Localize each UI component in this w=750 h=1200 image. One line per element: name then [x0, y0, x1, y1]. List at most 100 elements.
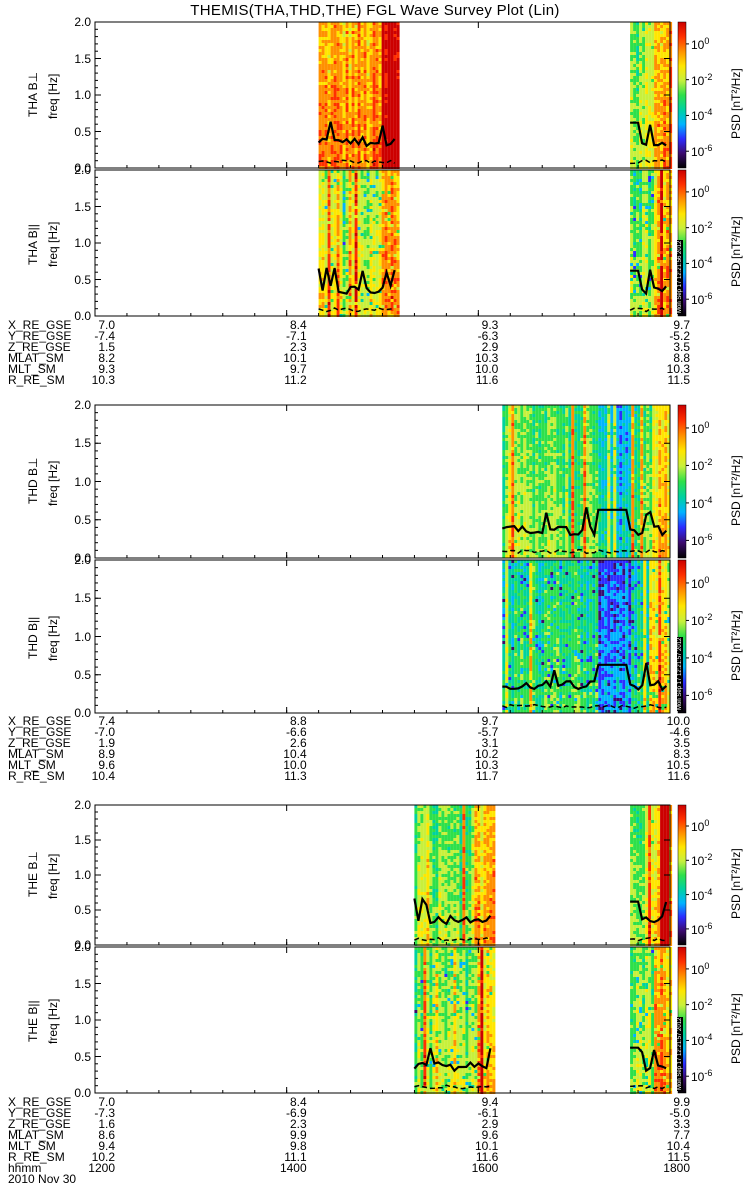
ephemeris-value: 10.4: [283, 747, 307, 761]
colorbar-tick-label: 100: [691, 183, 710, 200]
plot-title: THEMIS(THA,THD,THE) FGL Wave Survey Plot…: [190, 2, 560, 19]
ephemeris-value: 7.0: [98, 318, 115, 332]
ephemeris-label: X_RE_GSE: [8, 318, 72, 332]
ephemeris-value: 2.9: [481, 340, 499, 354]
ephemeris-value: 8.8: [673, 351, 690, 365]
ephemeris-value: -7.1: [285, 329, 307, 343]
ephemeris-label: MLT_SM: [8, 758, 56, 772]
ephemeris-value: -7.0: [94, 725, 115, 739]
ephemeris-value: 10.3: [91, 373, 115, 387]
ephemeris-value: -6.3: [477, 329, 499, 343]
psd-peak-trace: [317, 267, 396, 295]
ephemeris-label: MLT_SM: [8, 362, 56, 376]
psd-lower-trace: [630, 159, 667, 165]
ephemeris-value: 10.4: [91, 769, 115, 783]
psd-peak-trace: [501, 507, 668, 539]
spectrogram-panel: [94, 559, 689, 714]
freq-tick-label: 1.0: [74, 88, 91, 102]
colorbar-label: PSD [nT²/Hz]: [729, 848, 743, 919]
freq-tick-label: 1.5: [74, 199, 91, 214]
colorbar-label: PSD [nT²/Hz]: [729, 68, 743, 139]
psd-peak-trace: [630, 900, 668, 924]
ephemeris-value: 8.4: [289, 318, 307, 332]
ephemeris-value: -6.9: [285, 1106, 307, 1120]
freq-axis-label: freq [Hz]: [46, 998, 60, 1044]
spectrogram-panel: [94, 404, 689, 559]
colorbar-label: PSD [nT²/Hz]: [729, 216, 743, 287]
freq-tick-label: 1.0: [74, 236, 91, 250]
time-tick-label: 1400: [279, 1161, 307, 1175]
ephemeris-value: 10.2: [91, 1150, 115, 1164]
ephemeris-value: 7.0: [98, 1095, 115, 1109]
colorbar-tick-label: 100: [691, 818, 710, 834]
psd-peak-trace: [630, 1046, 667, 1073]
ephemeris-value: 9.8: [289, 1139, 307, 1153]
ephemeris-value: 9.4: [481, 1095, 499, 1109]
freq-tick-label: 1.5: [74, 833, 91, 847]
ephemeris-value: 10.0: [283, 758, 307, 772]
colorbar-tick-label: 10-2: [691, 852, 713, 869]
ephemeris-value: 2.3: [289, 340, 307, 354]
ephemeris-value: 10.3: [474, 758, 499, 772]
ephemeris-label: Z_RE_GSE: [8, 736, 71, 750]
freq-axis-label: freq [Hz]: [46, 853, 60, 899]
ephemeris-value: 10.1: [474, 1139, 499, 1153]
ephemeris-value: 10.3: [666, 362, 690, 376]
ephemeris-label: Z_RE_GSE: [8, 340, 71, 354]
freq-axis-label: freq [Hz]: [46, 615, 60, 661]
ephemeris-label: MLAT_SM: [8, 747, 64, 761]
colorbar-label: PSD [nT²/Hz]: [729, 454, 743, 526]
colorbar-tick-label: 100: [691, 35, 710, 52]
ephemeris-value: 2.3: [289, 1117, 307, 1131]
ephemeris-value: 8.9: [98, 747, 115, 761]
psd-lower-trace: [502, 703, 667, 709]
ephemeris-value: 9.7: [481, 714, 499, 728]
colorbar-tick-label: 10-4: [691, 649, 713, 666]
freq-axis-label: freq [Hz]: [46, 460, 60, 506]
ephemeris-value: 11.6: [475, 373, 499, 387]
ephemeris-value: 9.6: [98, 758, 115, 772]
ephemeris-label: Z_RE_GSE: [8, 1117, 71, 1131]
colorbar-tick-label: 10-2: [691, 219, 713, 236]
ephemeris-value: 11.1: [284, 1150, 307, 1164]
psd-lower-trace: [414, 1084, 491, 1090]
colorbar-tick-label: 100: [691, 419, 710, 436]
ephemeris-value: 8.8: [289, 714, 307, 728]
date-label: 2010 Nov 30: [8, 1172, 77, 1186]
time-tick-label: 1600: [471, 1161, 499, 1175]
colorbar-tick-label: 10-6: [691, 920, 713, 937]
freq-tick-label: 0.5: [74, 124, 91, 139]
ephemeris-value: 2.6: [289, 736, 307, 750]
ephemeris-label: Y_RE_GSE: [8, 725, 72, 739]
colorbar: [677, 804, 687, 946]
freq-tick-label: 0.5: [74, 1049, 91, 1064]
freq-tick-label: 2.0: [74, 163, 91, 177]
ephemeris-value: 3.5: [673, 736, 690, 750]
colorbar-label: PSD [nT²/Hz]: [729, 609, 743, 681]
freq-tick-label: 0.5: [74, 512, 91, 527]
freq-tick-label: 1.0: [74, 474, 91, 489]
freq-axis-label: freq [Hz]: [46, 221, 60, 267]
psd-peak-trace: [413, 896, 492, 926]
psd-lower-trace: [414, 936, 491, 942]
psd-peak-trace: [630, 269, 667, 296]
ephemeris-value: 11.2: [284, 373, 307, 387]
colorbar: [677, 404, 687, 559]
freq-tick-label: 2.0: [74, 940, 91, 954]
freq-tick-label: 0.0: [74, 938, 91, 952]
freq-tick-label: 1.5: [74, 591, 91, 606]
colorbar-tick-label: 10-2: [691, 612, 713, 629]
time-tick-label: 1200: [88, 1161, 115, 1175]
freq-tick-label: 2.0: [74, 398, 91, 412]
panel-ylabel: THE B||: [26, 1000, 40, 1042]
ephemeris-value: -7.4: [94, 329, 115, 343]
ephemeris-value: -4.6: [669, 725, 690, 739]
panel-ylabel: THD B⊥: [26, 457, 40, 504]
ephemeris-value: 10.2: [474, 747, 499, 761]
freq-tick-label: 2.0: [74, 15, 91, 29]
freq-tick-label: 1.0: [74, 629, 91, 644]
ephemeris-value: 11.6: [475, 1150, 499, 1164]
freq-tick-label: 0.5: [74, 903, 91, 917]
timestamp-stamp: Mon Sep 17 12:21:57 2012: [677, 1016, 683, 1091]
